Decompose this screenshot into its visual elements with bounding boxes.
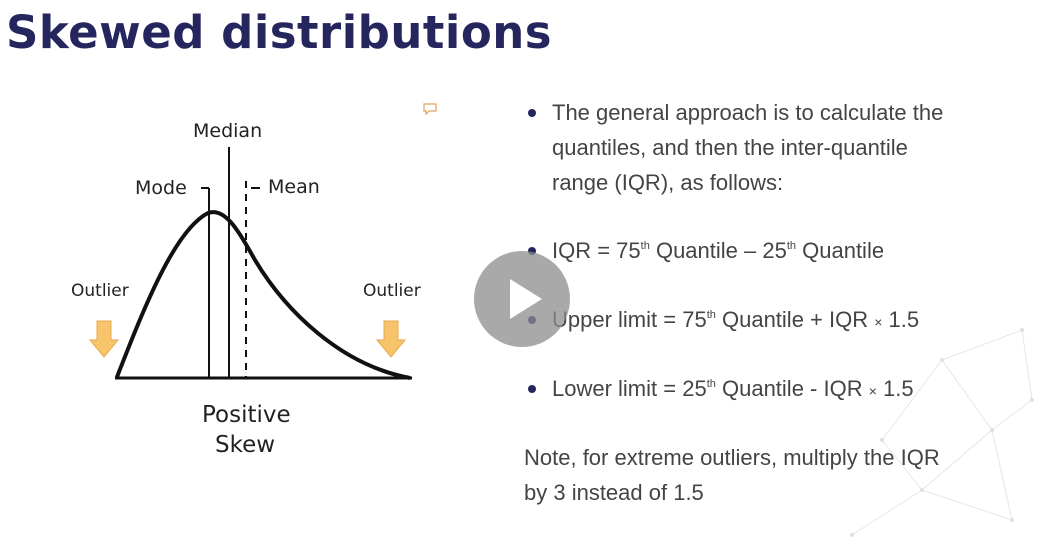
times-symbol: × [868,383,877,399]
bullet-line: range (IQR), as follows: [552,170,784,195]
times-symbol: × [874,314,883,330]
formula-text: Quantile - IQR [715,376,869,401]
formula-text: Lower limit = 25 [552,376,707,401]
bullet-dot [528,109,536,117]
play-button[interactable] [474,251,570,347]
bullet-line: The general approach is to calculate the [552,100,944,125]
superscript: th [706,378,716,390]
superscript: th [640,240,650,252]
superscript: th [786,240,797,252]
down-arrow-icon [375,320,407,358]
caption-positive: Positive [202,402,291,428]
skew-curve-graphic [88,147,412,380]
mean-label: Mean [268,176,320,198]
play-icon [510,279,542,319]
formula-text: IQR = 75 [552,238,641,263]
formula-text: Upper limit = 75 [552,307,707,332]
formula-text: 1.5 [876,376,914,401]
superscript: th [706,309,716,321]
note-text: Note, for extreme outliers, multiply the… [524,440,940,510]
mode-label: Mode [135,177,187,199]
formula-text: Quantile + IQR [715,307,875,332]
note-line: by 3 instead of 1.5 [524,480,704,505]
outlier-right-label: Outlier [363,281,421,301]
formula-text: Quantile – 25 [649,238,787,263]
median-label: Median [193,120,263,142]
note-line: Note, for extreme outliers, multiply the… [524,445,940,470]
caption-skew: Skew [215,432,276,458]
down-arrow-icon [88,320,120,358]
network-decoration [850,328,1034,537]
bullet-dot [528,385,536,393]
bullet-line: quantiles, and then the inter-quantile [552,135,908,160]
skew-diagram: Median Mode Mean Outlier Outlier Positiv… [60,95,450,475]
formula-text: Quantile [796,238,885,263]
comment-icon[interactable] [423,102,437,116]
slide-title: Skewed distributions [6,6,553,59]
outlier-left-label: Outlier [71,281,129,301]
distribution-curve [115,210,411,380]
formula-text: 1.5 [882,307,920,332]
bullet-dot [528,247,536,255]
